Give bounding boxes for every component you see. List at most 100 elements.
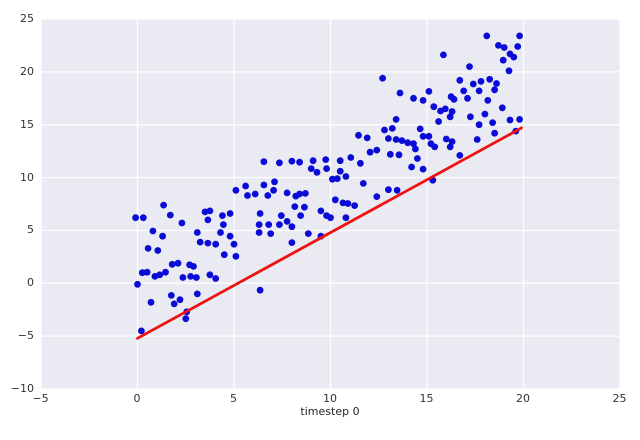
data-point — [429, 103, 437, 111]
data-point — [181, 315, 189, 323]
data-point — [300, 203, 308, 211]
data-point — [450, 95, 457, 103]
data-point — [251, 190, 259, 198]
data-point — [232, 252, 239, 260]
data-point — [469, 80, 477, 88]
x-tick-label: 10 — [323, 392, 337, 405]
plot-canvas — [40, 19, 620, 389]
data-point — [494, 42, 502, 49]
data-point — [193, 229, 201, 236]
y-tick-label: −10 — [10, 382, 34, 395]
data-point — [483, 97, 491, 104]
data-point — [513, 43, 521, 50]
data-point — [232, 186, 239, 194]
trend-line — [135, 126, 523, 340]
data-point — [482, 32, 490, 40]
data-point — [398, 137, 405, 144]
data-point — [290, 203, 298, 211]
data-point — [226, 210, 234, 217]
data-point — [131, 214, 139, 222]
data-point — [266, 230, 274, 238]
data-point — [275, 159, 283, 167]
y-tick-label: 5 — [27, 223, 34, 237]
data-point — [260, 158, 267, 166]
data-point — [275, 221, 283, 229]
data-point — [211, 240, 219, 248]
data-point — [255, 221, 262, 229]
data-point — [206, 271, 213, 279]
data-point — [331, 196, 339, 204]
data-point — [321, 156, 329, 164]
data-point — [336, 157, 344, 165]
data-point — [178, 219, 185, 227]
data-point — [206, 207, 213, 215]
data-point — [288, 239, 295, 247]
data-point — [333, 175, 341, 183]
data-point — [204, 216, 211, 224]
data-point — [439, 51, 447, 59]
data-point — [143, 268, 150, 276]
data-point — [425, 132, 432, 140]
data-point — [481, 110, 488, 118]
data-point — [475, 121, 482, 129]
data-point — [295, 190, 303, 198]
data-point — [344, 200, 351, 207]
data-point — [372, 193, 380, 201]
data-point — [463, 94, 471, 102]
data-point — [176, 296, 183, 304]
data-point — [144, 245, 151, 252]
data-point — [466, 113, 474, 121]
data-point — [158, 232, 166, 240]
data-point — [515, 116, 523, 123]
data-point — [255, 229, 262, 236]
regression-line — [135, 126, 523, 340]
data-point — [434, 118, 442, 125]
x-tick-label: 15 — [419, 392, 434, 405]
gridlines — [40, 19, 620, 389]
data-point — [155, 271, 163, 279]
data-point — [363, 134, 371, 142]
data-point — [296, 212, 304, 220]
data-point — [448, 138, 455, 145]
data-point — [137, 327, 145, 335]
data-point — [277, 212, 285, 220]
data-point — [380, 126, 388, 134]
data-point — [499, 56, 507, 64]
data-point — [485, 75, 493, 83]
data-point — [270, 178, 278, 186]
data-point — [409, 94, 417, 102]
data-point — [419, 132, 426, 140]
data-point — [307, 165, 315, 173]
data-point — [356, 159, 364, 167]
data-point — [477, 78, 484, 85]
x-tick-label: 20 — [516, 392, 530, 405]
data-point — [459, 87, 467, 95]
data-point — [436, 107, 444, 115]
data-point — [219, 221, 227, 229]
data-point — [189, 263, 197, 270]
data-point — [430, 143, 438, 151]
data-point — [384, 135, 392, 142]
data-point — [170, 300, 178, 308]
data-point — [260, 181, 267, 189]
data-point — [407, 163, 415, 171]
data-point — [498, 104, 506, 112]
data-point — [388, 125, 396, 132]
data-point — [174, 259, 181, 267]
data-point — [465, 63, 473, 70]
data-point — [342, 214, 349, 222]
data-point — [204, 239, 211, 247]
data-point — [386, 150, 394, 158]
data-point — [149, 227, 156, 235]
data-point — [226, 232, 234, 240]
data-point — [442, 135, 450, 143]
data-point — [416, 125, 424, 133]
data-point — [139, 214, 147, 222]
data-point — [269, 186, 277, 194]
data-point — [505, 67, 512, 75]
y-tick-label: 20 — [20, 64, 34, 78]
data-point — [192, 274, 200, 281]
data-point — [515, 32, 523, 40]
data-point — [372, 146, 380, 154]
data-point — [179, 274, 186, 281]
